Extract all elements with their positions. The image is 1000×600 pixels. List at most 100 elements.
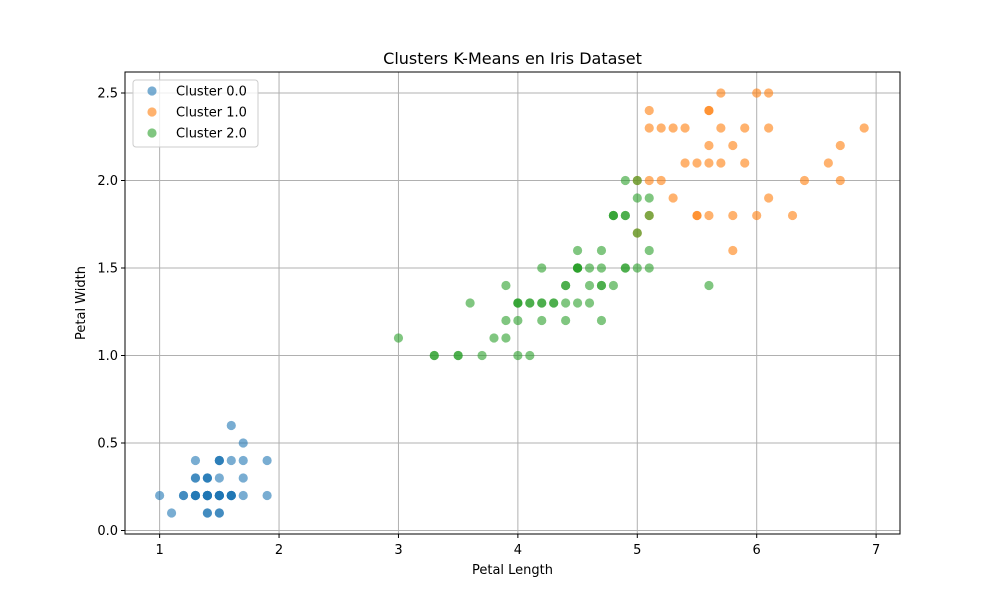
y-axis-label: Petal Width xyxy=(74,266,89,340)
chart-title: Clusters K-Means en Iris Dataset xyxy=(383,49,642,68)
data-point xyxy=(764,123,774,133)
legend-box xyxy=(132,79,259,148)
data-point xyxy=(644,210,654,221)
data-point xyxy=(501,280,511,291)
data-point xyxy=(561,298,571,308)
data-point xyxy=(644,263,654,273)
data-point xyxy=(692,210,702,221)
legend-marker xyxy=(147,107,157,117)
data-point xyxy=(549,298,559,308)
data-point xyxy=(561,315,571,326)
data-point xyxy=(704,140,714,151)
data-point xyxy=(202,473,212,483)
data-point xyxy=(608,280,619,291)
data-point xyxy=(764,88,774,98)
data-point xyxy=(704,280,714,291)
data-point xyxy=(596,263,607,273)
data-point xyxy=(262,455,272,466)
data-point xyxy=(513,298,523,308)
data-point xyxy=(226,490,236,501)
data-point xyxy=(572,263,583,273)
data-point xyxy=(656,123,666,133)
data-point xyxy=(764,193,774,203)
data-point xyxy=(155,490,165,501)
x-tick-label: 5 xyxy=(633,543,641,558)
data-point xyxy=(238,438,248,448)
data-point xyxy=(537,298,547,308)
data-point xyxy=(620,175,630,186)
data-point xyxy=(465,298,475,308)
grid xyxy=(125,72,900,534)
data-point xyxy=(190,473,201,483)
data-point xyxy=(620,263,630,273)
data-point xyxy=(262,490,272,501)
data-point xyxy=(190,490,201,501)
data-point xyxy=(489,333,499,343)
data-point xyxy=(202,508,212,518)
data-point xyxy=(644,175,654,186)
data-point xyxy=(704,158,714,168)
data-point xyxy=(214,508,224,518)
data-point xyxy=(238,473,248,483)
data-point xyxy=(692,158,702,168)
data-point xyxy=(584,263,595,273)
data-point xyxy=(501,333,511,343)
data-point xyxy=(716,88,726,98)
data-point xyxy=(835,140,845,151)
legend-label: Cluster 2.0 xyxy=(176,127,247,142)
data-point xyxy=(728,210,738,221)
data-point xyxy=(608,210,619,221)
data-point xyxy=(596,245,607,256)
data-point xyxy=(525,298,535,308)
data-point xyxy=(572,298,583,308)
data-point xyxy=(632,263,642,273)
data-point xyxy=(596,315,607,326)
plot-area-frame xyxy=(124,71,901,535)
data-point xyxy=(752,210,762,221)
data-point xyxy=(632,193,642,203)
y-tick-label: 1.5 xyxy=(97,262,118,277)
data-point xyxy=(740,123,750,133)
data-point xyxy=(668,123,678,133)
data-point xyxy=(477,350,487,361)
data-point xyxy=(214,490,224,501)
y-tick-label: 0.0 xyxy=(97,524,118,539)
data-point xyxy=(859,123,869,133)
data-point xyxy=(680,158,690,168)
data-point xyxy=(644,105,654,116)
data-point xyxy=(238,490,248,501)
data-point xyxy=(632,228,642,238)
x-tick-label: 4 xyxy=(514,543,522,558)
data-point xyxy=(704,210,714,221)
data-point xyxy=(716,158,726,168)
data-point xyxy=(740,158,750,168)
data-point xyxy=(584,298,595,308)
data-point xyxy=(787,210,798,221)
data-point xyxy=(656,175,666,186)
legend-marker xyxy=(147,86,157,96)
legend-label: Cluster 0.0 xyxy=(176,85,247,100)
x-tick-label: 2 xyxy=(275,543,283,558)
x-tick-label: 6 xyxy=(753,543,761,558)
legend-label: Cluster 1.0 xyxy=(176,106,247,121)
data-point xyxy=(644,245,654,256)
data-point xyxy=(238,455,248,466)
data-point xyxy=(704,105,714,116)
data-point xyxy=(429,350,439,361)
data-point xyxy=(728,140,738,151)
legend-marker xyxy=(147,128,157,138)
data-point xyxy=(620,210,630,221)
data-point xyxy=(537,315,547,326)
data-points xyxy=(155,88,869,518)
data-point xyxy=(835,175,845,186)
data-point xyxy=(728,245,738,256)
x-tick-label: 7 xyxy=(872,543,880,558)
data-point xyxy=(752,88,762,98)
data-point xyxy=(214,473,224,483)
data-point xyxy=(525,350,535,361)
data-point xyxy=(501,315,511,326)
data-point xyxy=(680,123,690,133)
y-tick-label: 2.5 xyxy=(97,87,118,102)
data-point xyxy=(202,490,212,501)
data-point xyxy=(668,193,678,203)
